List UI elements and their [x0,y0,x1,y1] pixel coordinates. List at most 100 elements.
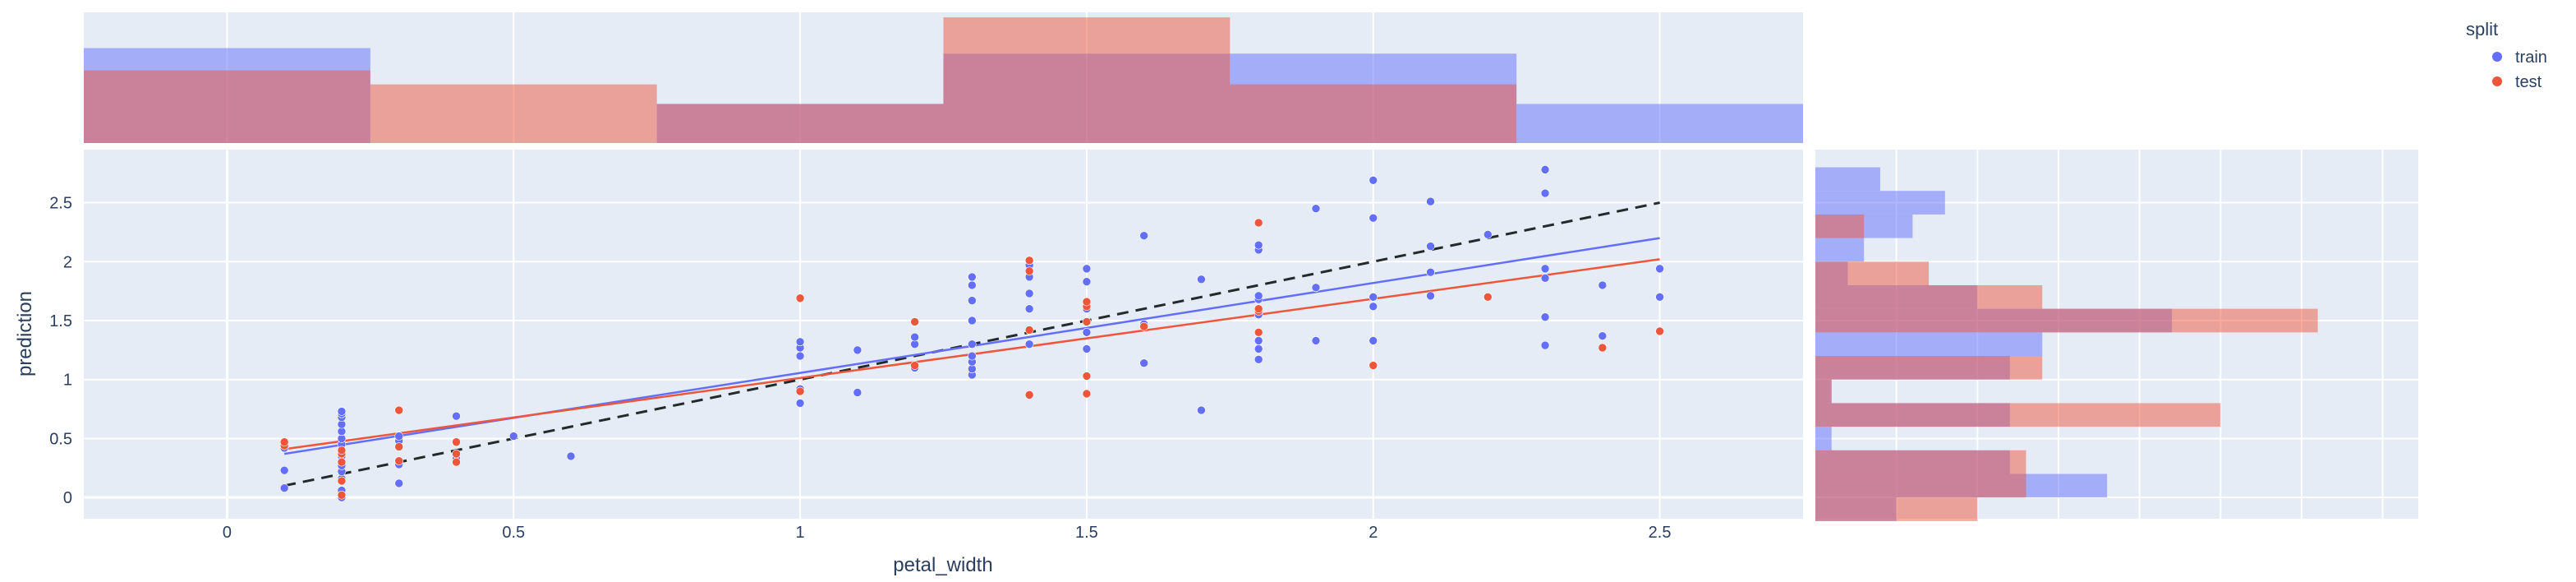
x-tick-label: 2 [1368,524,1378,542]
point-train [1197,275,1206,284]
tick-labels: 0 0.5 1 1.5 2 2.5 0 0.5 1 1.5 2 2.5 [49,195,1671,542]
point-test [910,361,919,370]
point-test [337,476,347,486]
legend-label-test: test [2515,73,2542,91]
point-test [452,449,461,459]
point-train [968,272,977,282]
point-test [394,442,404,451]
marginal-x-bar-test [370,84,657,143]
x-tick-label: 0 [223,524,232,542]
legend-label-train: train [2515,48,2547,67]
legend: split train test [2466,19,2547,91]
point-train [1368,175,1378,185]
legend-item-test[interactable]: test [2492,73,2542,91]
point-train [337,407,347,416]
marginal-x-bar-train [1516,104,1803,143]
marginal-y-bar-test [1815,497,1978,521]
point-test [452,457,461,467]
point-test [452,437,461,447]
point-test [394,405,404,415]
x-axis-title: petal_width [893,554,992,576]
point-train [968,316,977,326]
point-test [1139,321,1148,331]
marginal-y-bar-test [1815,284,2043,309]
point-train [1540,264,1550,274]
point-train [853,388,862,397]
marginal-y-bar-train [1815,427,1832,450]
marginal-y-bar-train [1815,332,2043,357]
y-axis-title: prediction [14,291,36,376]
point-train [1598,331,1608,340]
marginal-y-bar-test [1815,473,2026,498]
point-train [1540,165,1550,174]
point-test [1024,266,1034,276]
point-train [1197,405,1206,415]
point-train [1024,304,1034,313]
marginal-y-bar-test [1815,403,2221,427]
point-train [1254,344,1263,353]
point-train [279,483,289,493]
point-test [795,293,805,303]
x-tick-label: 0.5 [502,524,525,542]
point-train [1024,340,1034,349]
point-test [1082,297,1092,307]
point-train [1426,242,1435,251]
y-tick-label: 1.5 [49,312,72,330]
point-test [279,437,289,447]
point-test [1024,256,1034,266]
marginal-y-bar-test [1815,379,1832,404]
marginal-y-histogram [1815,167,2318,521]
point-train [1082,264,1092,274]
y-tick-label: 1 [63,372,72,390]
point-train [394,478,404,488]
y-tick-label: 0.5 [49,430,72,448]
point-test [1483,293,1493,302]
point-train [1082,344,1092,353]
legend-marker-train [2492,52,2502,62]
y-tick-label: 0 [63,489,72,507]
marginal-x-bar-test [656,104,944,143]
point-train [1368,302,1378,312]
point-test [394,456,404,466]
point-train [1483,229,1493,239]
marginal-y-bar-train [1815,167,1880,192]
point-test [1254,328,1263,337]
marginal-y-bar-train [1815,191,1945,215]
point-train [279,465,289,475]
point-train [566,451,576,461]
point-train [1368,213,1378,223]
marginal-x-bar-test [84,70,370,143]
point-test [1655,326,1664,336]
y-tick-label: 2.5 [49,195,72,213]
point-train [910,332,919,342]
marginal-x-bar-test [943,17,1230,143]
point-train [968,280,977,290]
point-test [1368,361,1378,370]
point-test [1082,389,1092,399]
point-train [1368,293,1378,302]
point-train [1655,264,1664,274]
point-train [795,351,805,361]
marginal-x-bar-test [1230,84,1517,143]
point-test [910,317,919,326]
point-train [1254,291,1263,301]
marginal-y-bar-test [1815,356,2043,380]
point-test [795,386,805,396]
legend-marker-test [2492,76,2502,86]
point-train [452,411,461,421]
data-points [279,165,1664,502]
point-train [1254,336,1263,345]
point-train [968,296,977,305]
point-train [1139,231,1148,241]
point-test [1254,304,1263,313]
point-test [337,446,347,455]
point-train [1426,267,1435,277]
x-tick-label: 2.5 [1649,524,1672,542]
point-train [1540,274,1550,283]
point-train [394,432,404,441]
legend-item-train[interactable]: train [2492,48,2547,67]
point-train [1655,293,1664,302]
point-test [337,491,347,500]
point-train [1139,358,1148,367]
